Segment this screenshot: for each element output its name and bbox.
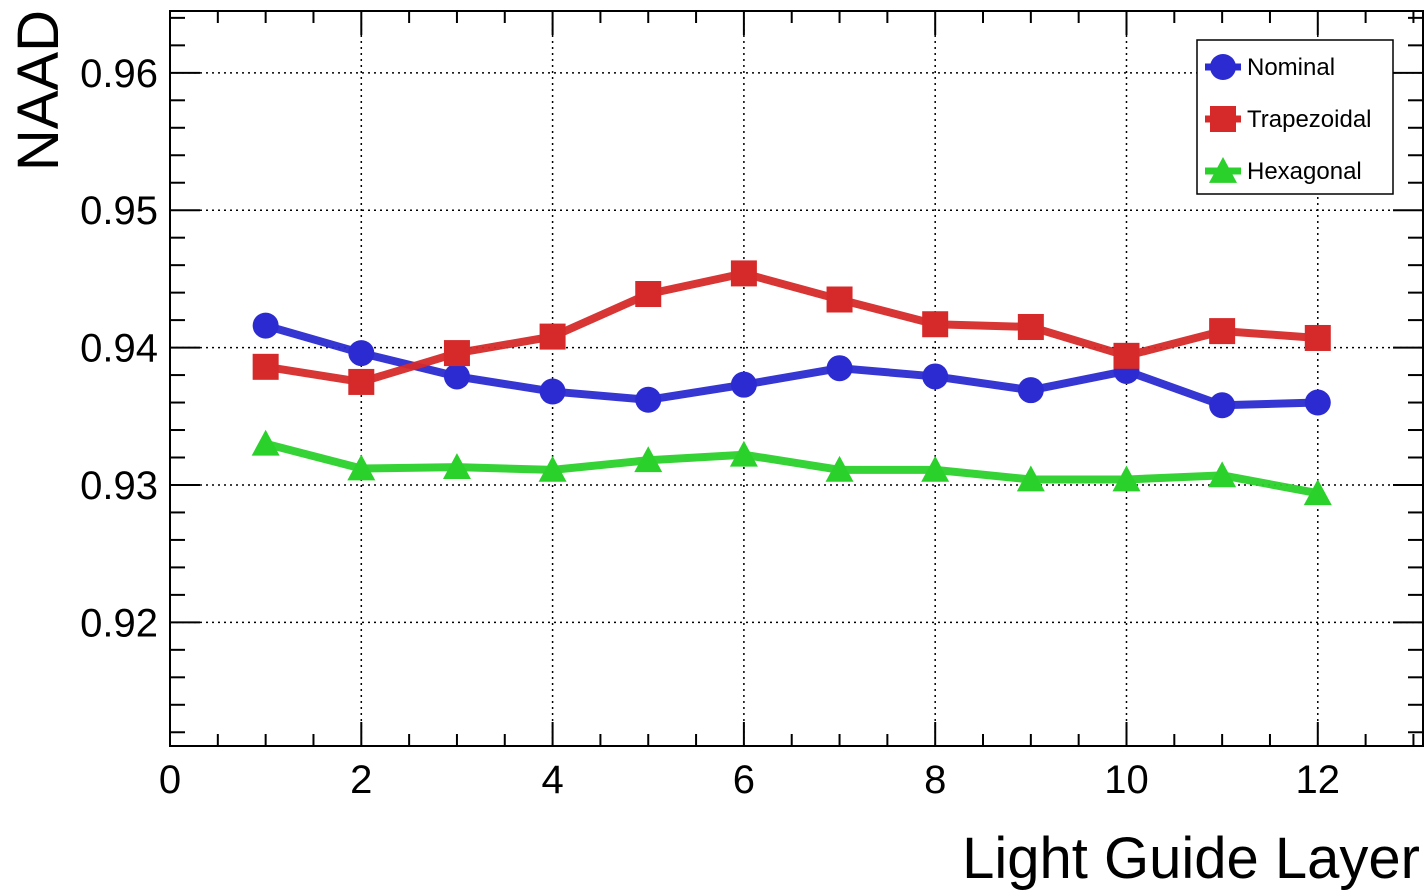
data-point-trapezoidal: [539, 323, 566, 350]
series-line-trapezoidal: [265, 269, 1319, 386]
data-point-hexagonal: [1303, 479, 1332, 506]
plot-frame-rect: [169, 10, 1424, 747]
data-point-trapezoidal: [443, 340, 470, 367]
tick-labels: 0 2 4 6 8 10 12 0.92 0.93 0.94 0.95 0.96: [80, 52, 1340, 802]
y-tick-label: 0.94: [80, 327, 158, 371]
legend: Nominal Trapezoidal Hexagonal: [1196, 39, 1394, 195]
data-point-trapezoidal: [635, 281, 662, 308]
data-point-trapezoidal: [1209, 318, 1236, 345]
data-point-hexagonal: [634, 446, 663, 473]
data-point-nominal: [1017, 377, 1044, 404]
data-point-trapezoidal: [1017, 313, 1044, 340]
data-point-nominal: [922, 363, 949, 390]
x-tick-label: 8: [924, 758, 946, 802]
data-point-hexagonal: [442, 453, 471, 480]
data-point-hexagonal: [729, 440, 758, 467]
y-tick-label: 0.93: [80, 464, 158, 508]
y-axis-title: NAAD: [6, 10, 71, 171]
legend-label-trapezoidal: Trapezoidal: [1247, 106, 1372, 133]
x-axis-title: Light Guide Layer: [962, 826, 1420, 891]
data-point-hexagonal: [825, 455, 854, 482]
data-point-nominal: [348, 340, 375, 367]
axis-ticks: [169, 11, 1423, 746]
x-tick-label: 6: [733, 758, 755, 802]
legend-marker-hexagonal: [1209, 157, 1237, 183]
data-point-nominal: [730, 371, 757, 398]
data-point-hexagonal: [538, 455, 567, 482]
data-point-trapezoidal: [1304, 324, 1331, 351]
data-point-trapezoidal: [730, 260, 757, 287]
data-series: [251, 260, 1332, 506]
legend-entry-hexagonal: Hexagonal: [1205, 157, 1362, 185]
series-trapezoidal: [252, 260, 1331, 395]
data-point-trapezoidal: [826, 286, 853, 313]
series-line-hexagonal: [264, 439, 1319, 498]
data-point-nominal: [635, 386, 662, 413]
legend-marker-nominal: [1210, 54, 1236, 80]
data-point-hexagonal: [347, 454, 376, 481]
x-tick-label: 10: [1104, 758, 1149, 802]
data-point-nominal: [539, 378, 566, 405]
series-line-nominal: [264, 321, 1318, 410]
x-tick-label: 12: [1296, 758, 1341, 802]
legend-marker-trapezoidal: [1210, 106, 1236, 132]
data-point-hexagonal: [1112, 465, 1141, 492]
y-tick-label: 0.92: [80, 601, 158, 645]
data-point-trapezoidal: [1113, 342, 1140, 369]
legend-label-hexagonal: Hexagonal: [1247, 158, 1362, 185]
plot-frame: [169, 10, 1424, 747]
legend-entry-nominal: Nominal: [1205, 54, 1335, 81]
data-point-hexagonal: [251, 429, 280, 456]
data-point-trapezoidal: [922, 311, 949, 338]
data-point-trapezoidal: [252, 353, 279, 380]
x-tick-label: 0: [159, 758, 181, 802]
data-point-hexagonal: [1016, 465, 1045, 492]
series-hexagonal: [251, 429, 1332, 506]
data-point-nominal: [826, 355, 853, 382]
data-point-nominal: [252, 312, 279, 339]
data-point-hexagonal: [921, 455, 950, 482]
legend-entry-trapezoidal: Trapezoidal: [1205, 106, 1372, 133]
x-tick-label: 2: [350, 758, 372, 802]
y-tick-label: 0.95: [80, 189, 158, 233]
data-point-trapezoidal: [348, 368, 375, 395]
legend-label-nominal: Nominal: [1247, 54, 1335, 81]
data-point-nominal: [1209, 392, 1236, 419]
data-point-nominal: [443, 363, 470, 390]
data-point-hexagonal: [1208, 461, 1237, 488]
y-tick-label: 0.96: [80, 52, 158, 96]
data-point-nominal: [1304, 389, 1331, 416]
x-tick-label: 4: [541, 758, 563, 802]
